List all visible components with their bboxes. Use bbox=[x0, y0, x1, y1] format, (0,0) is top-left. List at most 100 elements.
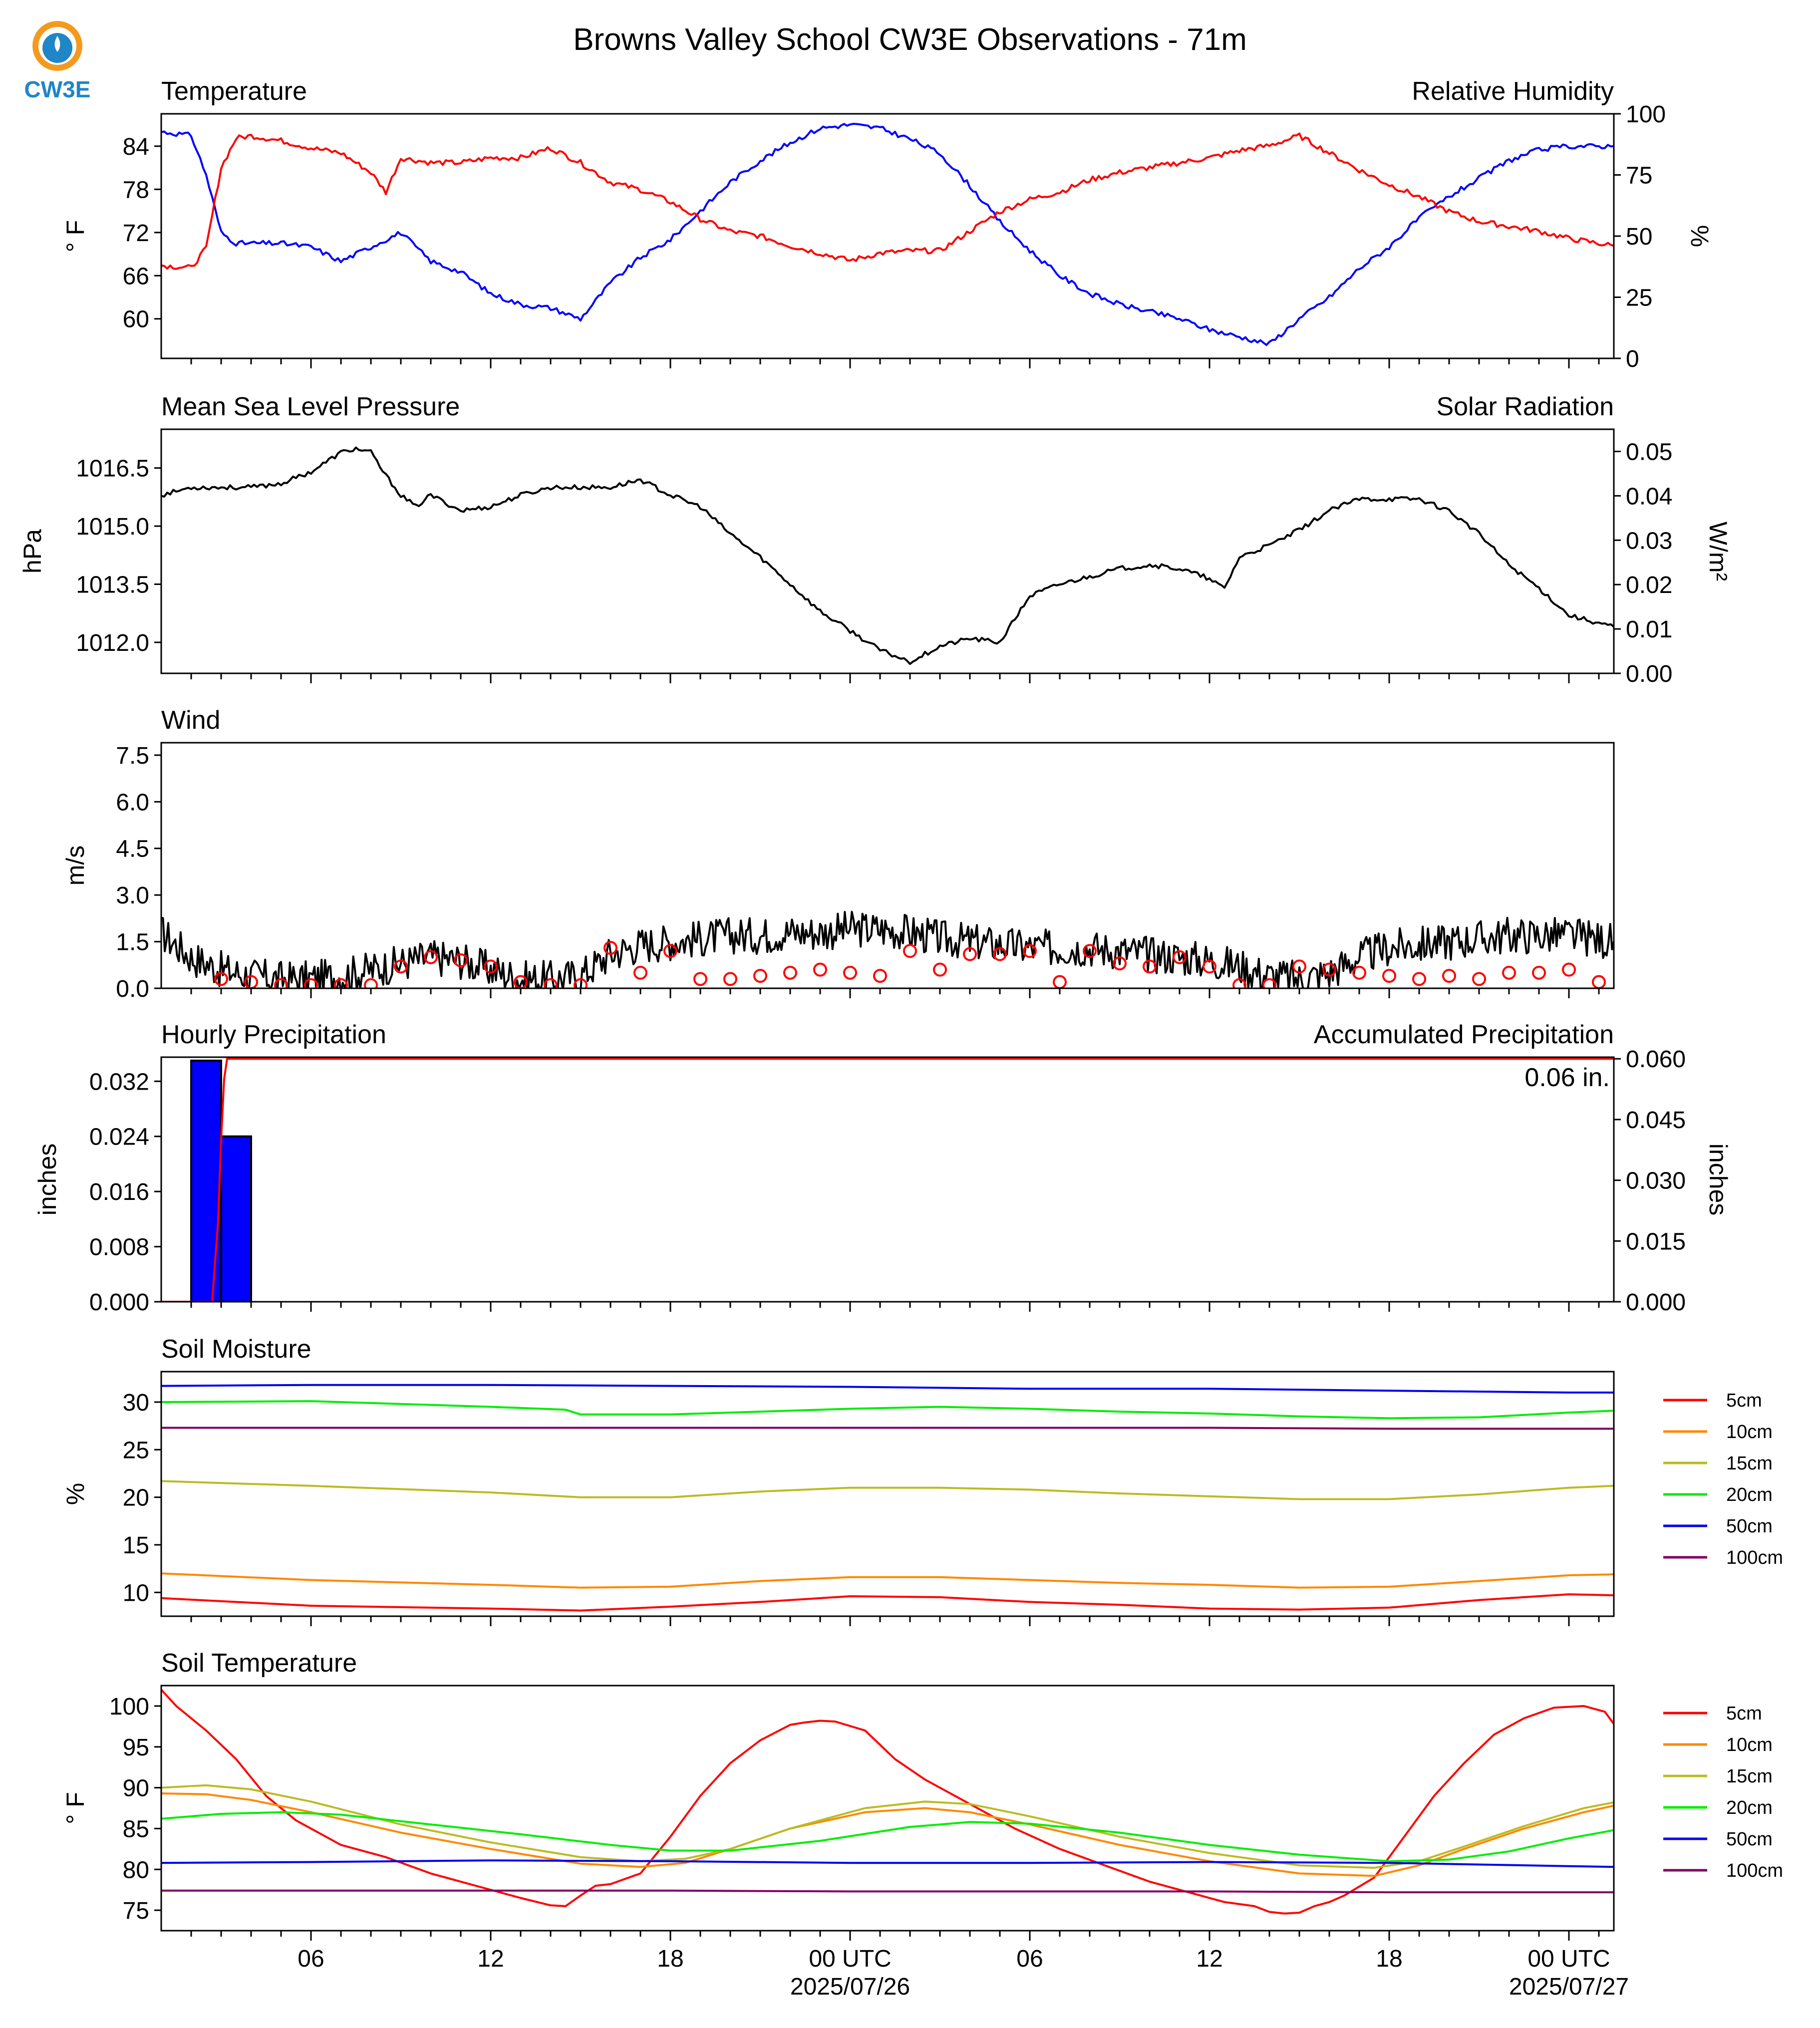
legend-label: 10cm bbox=[1726, 1735, 1773, 1755]
y-right-tick-label: 100 bbox=[1626, 101, 1666, 128]
wind-barb-marker bbox=[693, 972, 707, 986]
plot-area bbox=[161, 1689, 1614, 1915]
y-tick-label: 1013.5 bbox=[76, 572, 149, 598]
wind-barb-marker bbox=[1532, 965, 1546, 980]
y-tick-label: 80 bbox=[123, 1857, 149, 1883]
wind-barb-marker bbox=[214, 972, 228, 986]
series-line bbox=[161, 1400, 1614, 1420]
x-tick-label: 18 bbox=[657, 1946, 683, 1972]
y-axis-label: ° F bbox=[61, 220, 89, 252]
cw3e-logo: CW3E bbox=[24, 21, 90, 102]
plot-frame bbox=[160, 1056, 1615, 1303]
y-tick-label: 60 bbox=[123, 306, 149, 333]
wind-barb-marker bbox=[394, 959, 408, 974]
y-axis-label: % bbox=[61, 1483, 89, 1505]
logo-droplet-icon bbox=[54, 36, 60, 52]
wind-barb-marker bbox=[1023, 944, 1037, 958]
legend-label: 50cm bbox=[1726, 1829, 1773, 1850]
y-tick-label: 78 bbox=[123, 177, 149, 203]
y-tick-label: 30 bbox=[123, 1390, 149, 1416]
panel-title-left: Temperature bbox=[161, 77, 307, 106]
series-line bbox=[161, 1058, 1614, 1302]
wind-barb-marker bbox=[843, 965, 857, 980]
panel-soil_temperature: Soil Temperature 75 80 85 90 95 100 ° F 5cm 10cm 1… bbox=[61, 1649, 1783, 1941]
plot-frame bbox=[160, 1685, 1615, 1932]
wind-barb-marker bbox=[813, 962, 827, 977]
wind-barb-marker bbox=[1232, 978, 1246, 988]
wind-barb-marker bbox=[1502, 965, 1516, 980]
wind-barb-marker bbox=[454, 953, 468, 967]
series-line bbox=[161, 132, 1614, 270]
panel-title-left: Wind bbox=[161, 706, 220, 735]
legend-label: 20cm bbox=[1726, 1484, 1773, 1505]
legend-label: 5cm bbox=[1726, 1390, 1762, 1411]
wind-barb-marker bbox=[364, 978, 378, 988]
plot-area bbox=[161, 1384, 1614, 1612]
precip-bar bbox=[220, 1135, 252, 1302]
wind-barb-marker bbox=[1352, 965, 1366, 980]
x-tick-label: 12 bbox=[1196, 1946, 1222, 1972]
y-axis-label: ° F bbox=[61, 1792, 89, 1824]
y-tick-label: 10 bbox=[123, 1580, 149, 1606]
y-right-tick-label: 0.00 bbox=[1626, 661, 1672, 687]
legend-label: 20cm bbox=[1726, 1797, 1773, 1818]
wind-barb-marker bbox=[1143, 959, 1157, 974]
panel-wind: Wind 0.0 1.5 3.0 4.5 6.0 7.5 m/s bbox=[61, 706, 1615, 1002]
wind-barb-marker bbox=[1442, 969, 1456, 983]
wind-barb-marker bbox=[1562, 962, 1576, 977]
x-tick-date-label: 2025/07/27 bbox=[1509, 1974, 1629, 2000]
series-line bbox=[161, 1427, 1614, 1430]
plot-frame bbox=[160, 742, 1615, 989]
y-right-axis-label: % bbox=[1686, 225, 1714, 247]
y-tick-label: 7.5 bbox=[116, 743, 149, 769]
wind-barb-marker bbox=[753, 969, 767, 983]
x-tick-label: 06 bbox=[298, 1946, 324, 1972]
y-tick-label: 25 bbox=[123, 1437, 149, 1463]
wind-barb-marker bbox=[544, 978, 558, 988]
plot-area bbox=[161, 123, 1614, 346]
x-tick-label: 18 bbox=[1376, 1946, 1402, 1972]
y-right-tick-label: 0.045 bbox=[1626, 1107, 1686, 1134]
y-right-tick-label: 0.015 bbox=[1626, 1228, 1686, 1255]
y-tick-label: 0.016 bbox=[89, 1179, 149, 1205]
wind-barb-marker bbox=[1262, 978, 1276, 988]
wind-barb-marker bbox=[633, 965, 647, 980]
series-line bbox=[161, 1859, 1614, 1868]
plot-frame bbox=[160, 113, 1615, 359]
series-line bbox=[161, 1811, 1614, 1862]
y-right-tick-label: 75 bbox=[1626, 163, 1652, 189]
y-right-tick-label: 25 bbox=[1626, 285, 1652, 311]
y-tick-label: 100 bbox=[109, 1694, 149, 1720]
legend-label: 5cm bbox=[1726, 1703, 1762, 1724]
wind-barb-marker bbox=[783, 965, 797, 980]
wind-barb-marker bbox=[484, 959, 498, 974]
wind-barb-marker bbox=[424, 950, 438, 964]
y-tick-label: 1015.0 bbox=[76, 514, 149, 540]
x-tick-label: 00 UTC bbox=[809, 1946, 891, 1972]
wind-barb-marker bbox=[933, 962, 947, 977]
legend-label: 100cm bbox=[1726, 1547, 1783, 1568]
y-tick-label: 84 bbox=[123, 134, 149, 160]
wind-barb-marker bbox=[663, 944, 677, 958]
wind-barb-marker bbox=[1083, 944, 1097, 958]
wind-barb-marker bbox=[604, 941, 617, 955]
y-tick-label: 0.008 bbox=[89, 1234, 149, 1261]
panels: Temperature Relative Humidity 60 66 72 78 84 0 2… bbox=[18, 77, 1783, 2000]
y-right-tick-label: 0.030 bbox=[1626, 1168, 1686, 1194]
x-tick-date-label: 2025/07/26 bbox=[790, 1974, 910, 2000]
y-tick-label: 0.024 bbox=[89, 1124, 149, 1151]
y-tick-label: 95 bbox=[123, 1735, 149, 1761]
plot-frame bbox=[160, 428, 1615, 674]
wind-barb-marker bbox=[963, 947, 977, 961]
wind-barb-marker bbox=[304, 978, 318, 988]
panel-soil_moisture: Soil Moisture 10 15 20 25 30% 5cm 10cm 15cm 20cm 5… bbox=[61, 1335, 1783, 1626]
y-axis-label: m/s bbox=[61, 846, 89, 886]
y-right-tick-label: 0 bbox=[1626, 346, 1639, 372]
figure-title: Browns Valley School CW3E Observations -… bbox=[573, 22, 1247, 57]
wind-barb-marker bbox=[334, 978, 348, 988]
legend-label: 15cm bbox=[1726, 1766, 1773, 1787]
panel-title-left: Mean Sea Level Pressure bbox=[161, 392, 460, 421]
y-tick-label: 66 bbox=[123, 263, 149, 290]
panel-pressure: Mean Sea Level Pressure Solar Radiation 10… bbox=[18, 392, 1732, 687]
